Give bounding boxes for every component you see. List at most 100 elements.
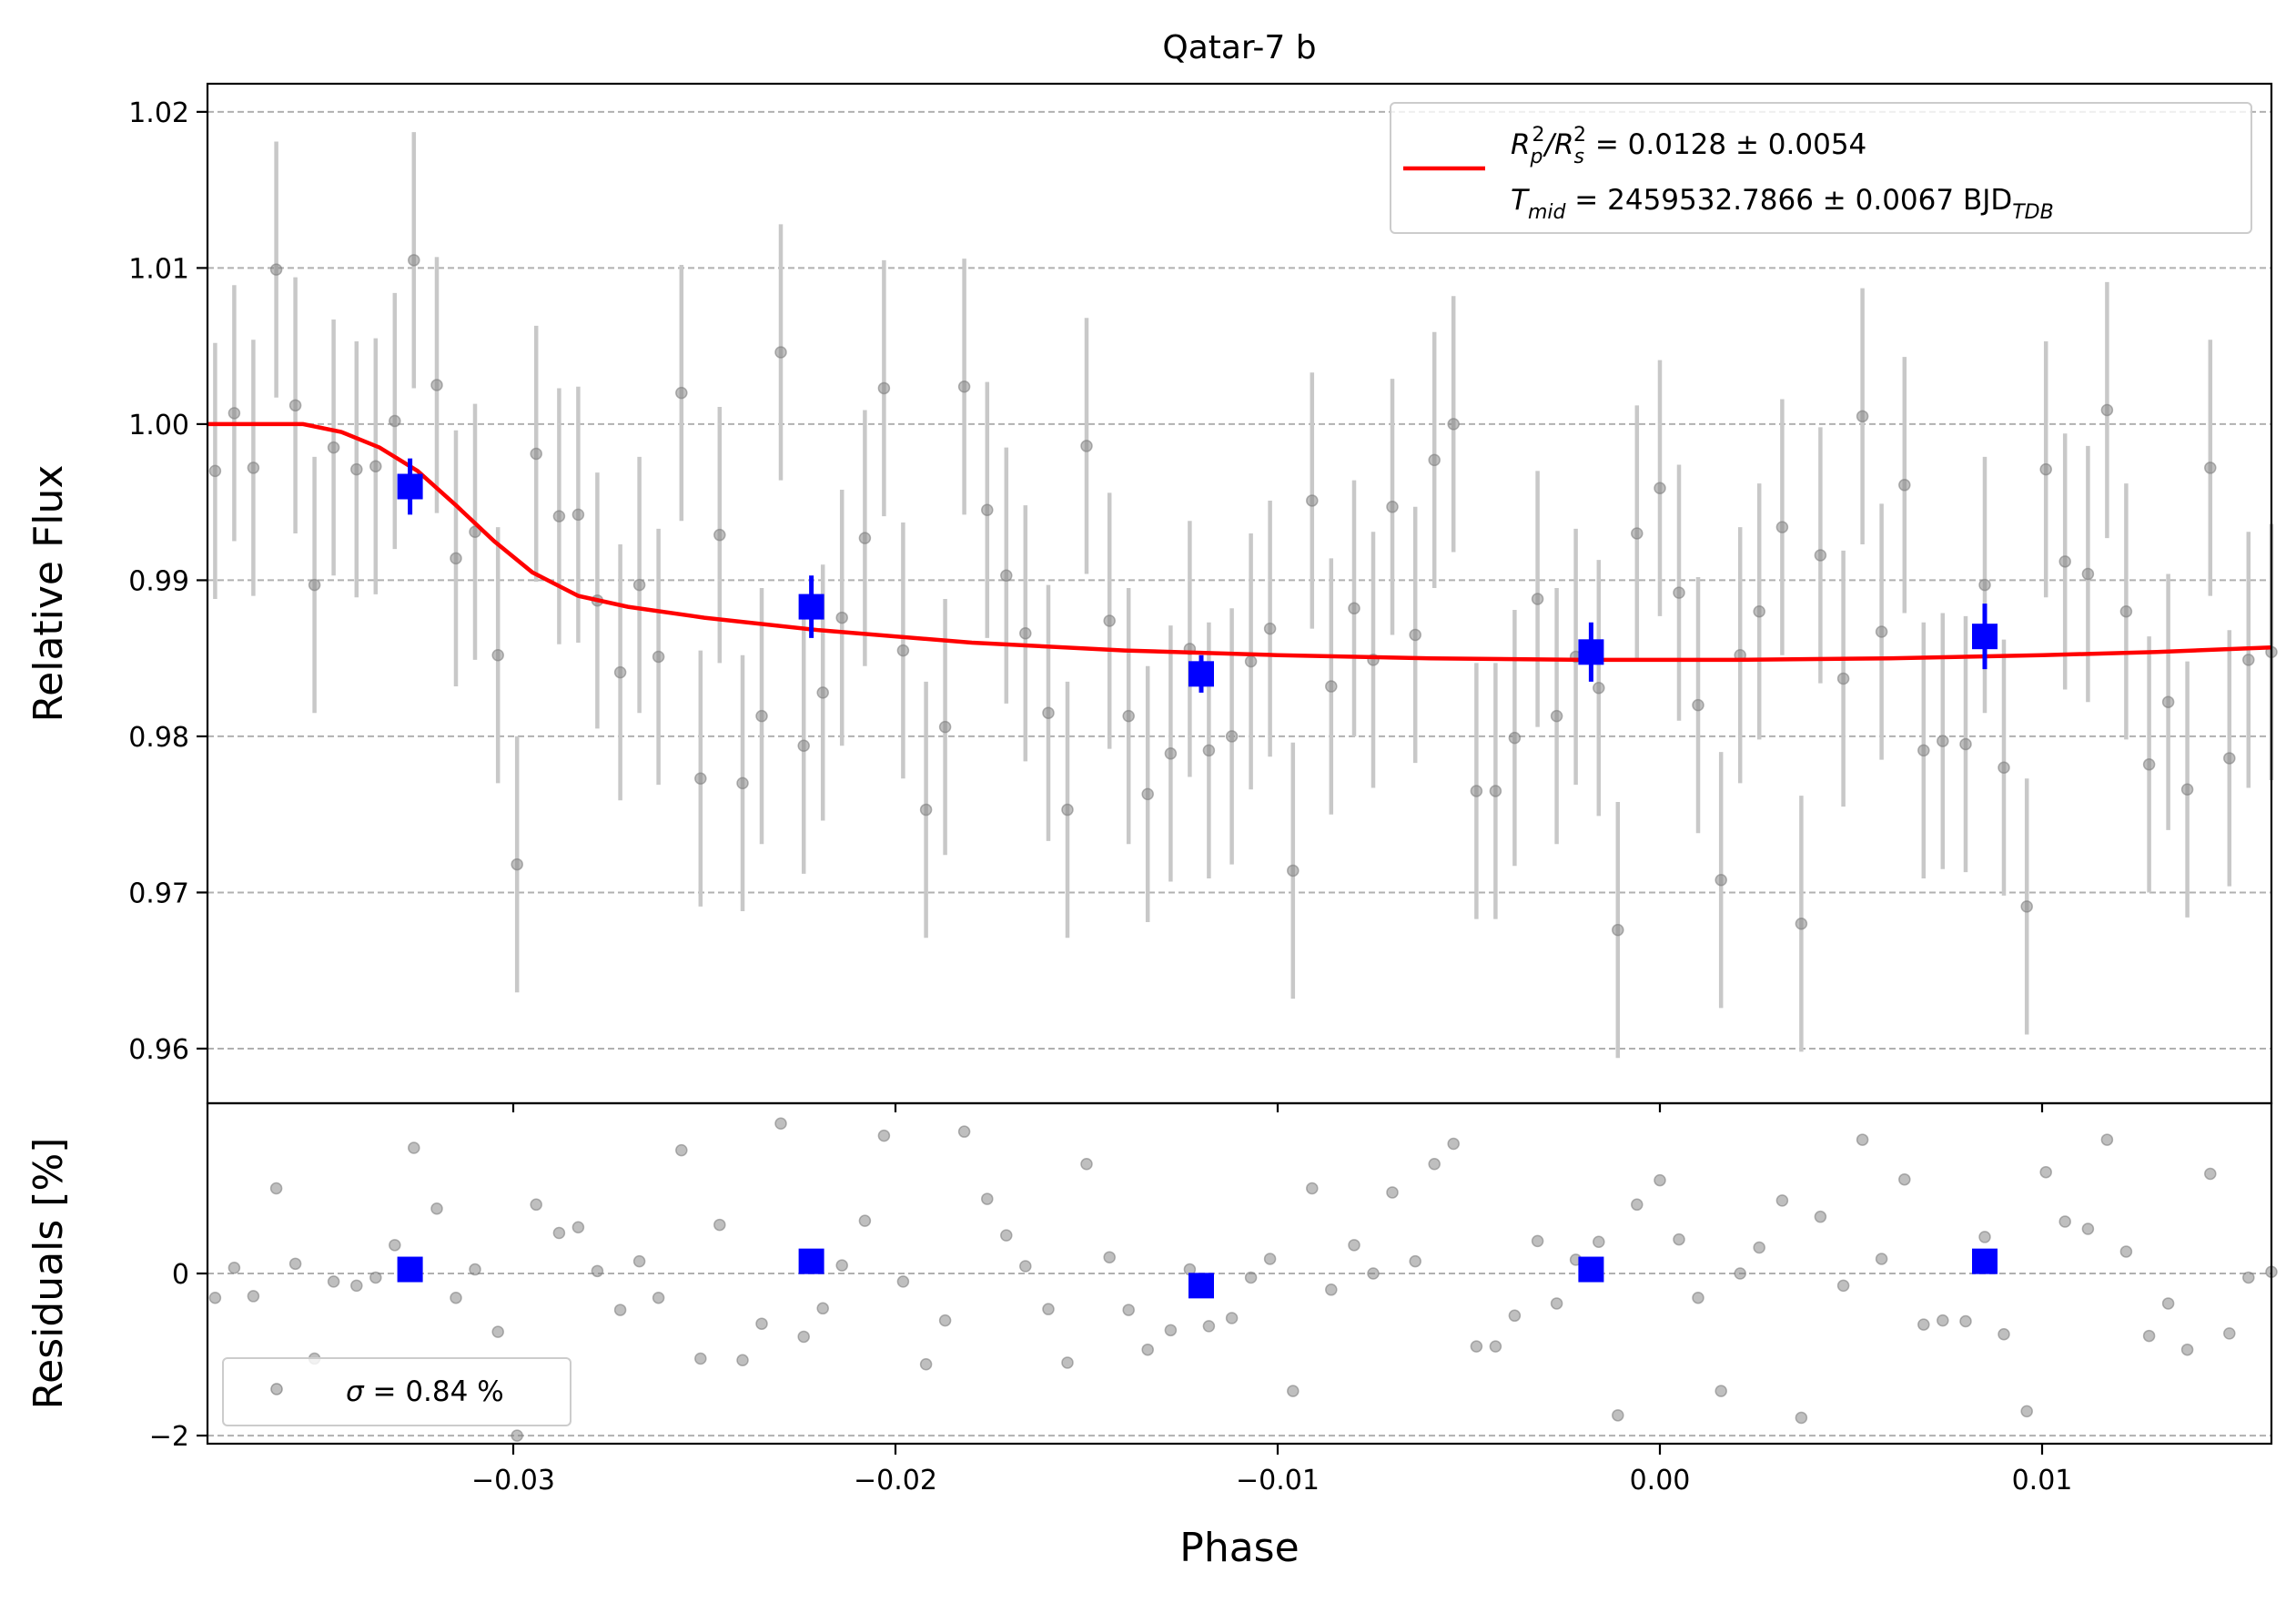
binned-flux-points <box>397 458 1998 693</box>
flux-point <box>208 464 222 478</box>
residual-point <box>1489 1340 1502 1353</box>
flux-point <box>2020 900 2033 913</box>
residual-point <box>713 1218 726 1232</box>
legend-residual-marker <box>270 1383 283 1395</box>
flux-point <box>981 503 994 516</box>
residual-point <box>288 1257 302 1271</box>
residual-point <box>2039 1165 2052 1179</box>
rs-symbol: /R <box>1542 128 1574 161</box>
flux-point <box>1489 785 1502 797</box>
flux-point <box>1875 625 1888 638</box>
residual-point <box>1447 1137 1460 1151</box>
residual-point <box>1836 1279 1850 1293</box>
residual-point <box>957 1125 971 1138</box>
residual-point <box>981 1192 994 1205</box>
residual-point <box>1856 1133 1869 1146</box>
flux-point <box>491 648 504 662</box>
rp-symbol: R <box>1511 128 1531 161</box>
radius-ratio-value: = 0.0128 ± 0.0054 <box>1586 128 1866 161</box>
flux-point <box>1409 628 1421 642</box>
binned-flux-point <box>1972 624 1998 650</box>
residual-point <box>511 1429 523 1442</box>
flux-point <box>1673 586 1685 599</box>
mid-transit-value: = 2459532.7866 ± 0.0067 BJD <box>1565 184 2012 217</box>
residual-point <box>247 1290 260 1303</box>
residual-point <box>408 1141 420 1154</box>
flux-point <box>1998 761 2010 774</box>
residual-point <box>1978 1231 1991 1243</box>
sigma-symbol: σ <box>346 1375 365 1408</box>
transit-model-line <box>207 421 2272 663</box>
flux-point <box>1042 706 1055 719</box>
residual-point <box>2058 1215 2071 1228</box>
flux-point <box>877 381 891 395</box>
sigma-value: = 0.84 % <box>364 1375 504 1408</box>
flux-point <box>389 414 401 428</box>
legend-mid-transit: Tmid = 2459532.7866 ± 0.0067 BJDTDB <box>1511 184 2054 224</box>
residual-point <box>816 1302 829 1315</box>
flux-point <box>2081 567 2095 581</box>
residual-point <box>491 1325 504 1338</box>
flux-point <box>469 525 481 539</box>
residual-point <box>1875 1253 1888 1265</box>
mid-subscript: mid <box>1528 201 1567 224</box>
binned-residual-point <box>1188 1273 1214 1299</box>
flux-point <box>530 447 542 461</box>
x-tick-label: −0.02 <box>854 1465 937 1496</box>
rs-superscript: 2 <box>1573 124 1586 147</box>
residuals-y-ticks: −2 0 <box>149 1259 207 1453</box>
residual-point <box>1898 1172 1911 1186</box>
residual-point <box>1775 1194 1789 1207</box>
flux-point <box>694 772 707 785</box>
residual-point <box>2204 1167 2217 1181</box>
residual-point <box>797 1330 810 1344</box>
residual-point <box>1122 1304 1135 1316</box>
residual-point <box>1244 1271 1258 1284</box>
residual-point <box>1325 1283 1338 1296</box>
t-symbol: T <box>1511 184 1530 217</box>
residuals-y-axis-label: Residuals [%] <box>25 1138 72 1410</box>
flux-point <box>1550 709 1563 723</box>
residual-point <box>652 1291 665 1304</box>
flux-point <box>1348 602 1360 615</box>
residual-point <box>1061 1356 1074 1369</box>
flux-point <box>1917 744 1930 757</box>
flux-y-ticks: 0.96 0.97 0.98 0.99 1.00 1.01 1.02 <box>128 97 207 1066</box>
residual-point <box>430 1202 443 1215</box>
residual-point <box>1080 1158 1093 1171</box>
residual-point <box>774 1117 787 1131</box>
flux-point <box>613 665 627 679</box>
residual-point <box>1917 1318 1930 1331</box>
residual-point <box>632 1254 646 1268</box>
residual-point <box>389 1239 401 1252</box>
binned-residual-point <box>397 1256 423 1283</box>
residual-point <box>1612 1409 1624 1422</box>
binned-flux-point <box>397 473 423 500</box>
flux-point <box>1612 923 1624 937</box>
residual-point <box>1959 1314 1972 1328</box>
flux-y-tick-label: 0.97 <box>128 878 189 909</box>
legend-radius-ratio: Rp2/Rs2 = 0.0128 ± 0.0054 <box>1511 124 1866 168</box>
flux-point <box>1959 737 1972 751</box>
residual-point <box>1164 1324 1178 1337</box>
residual-point <box>1141 1343 1154 1356</box>
residual-point <box>694 1352 707 1365</box>
residual-point <box>1753 1241 1765 1254</box>
flux-y-tick-label: 1.02 <box>128 97 189 129</box>
flux-point <box>308 578 321 592</box>
rs-subscript: s <box>1574 146 1584 168</box>
residual-point <box>1428 1158 1441 1171</box>
flux-x-ticks <box>511 1103 2044 1112</box>
sigma-legend-box <box>222 1357 571 1426</box>
residual-point <box>1531 1234 1544 1248</box>
flux-point <box>1775 521 1789 533</box>
flux-point <box>957 380 971 393</box>
flux-point <box>1531 593 1544 605</box>
chart-title: Qatar-7 b <box>1162 29 1316 66</box>
flux-point <box>736 776 749 790</box>
residual-point <box>1673 1233 1685 1246</box>
flux-point <box>675 386 688 400</box>
residual-point <box>1631 1198 1644 1212</box>
residual-point <box>350 1279 363 1293</box>
flux-point <box>1061 803 1074 817</box>
